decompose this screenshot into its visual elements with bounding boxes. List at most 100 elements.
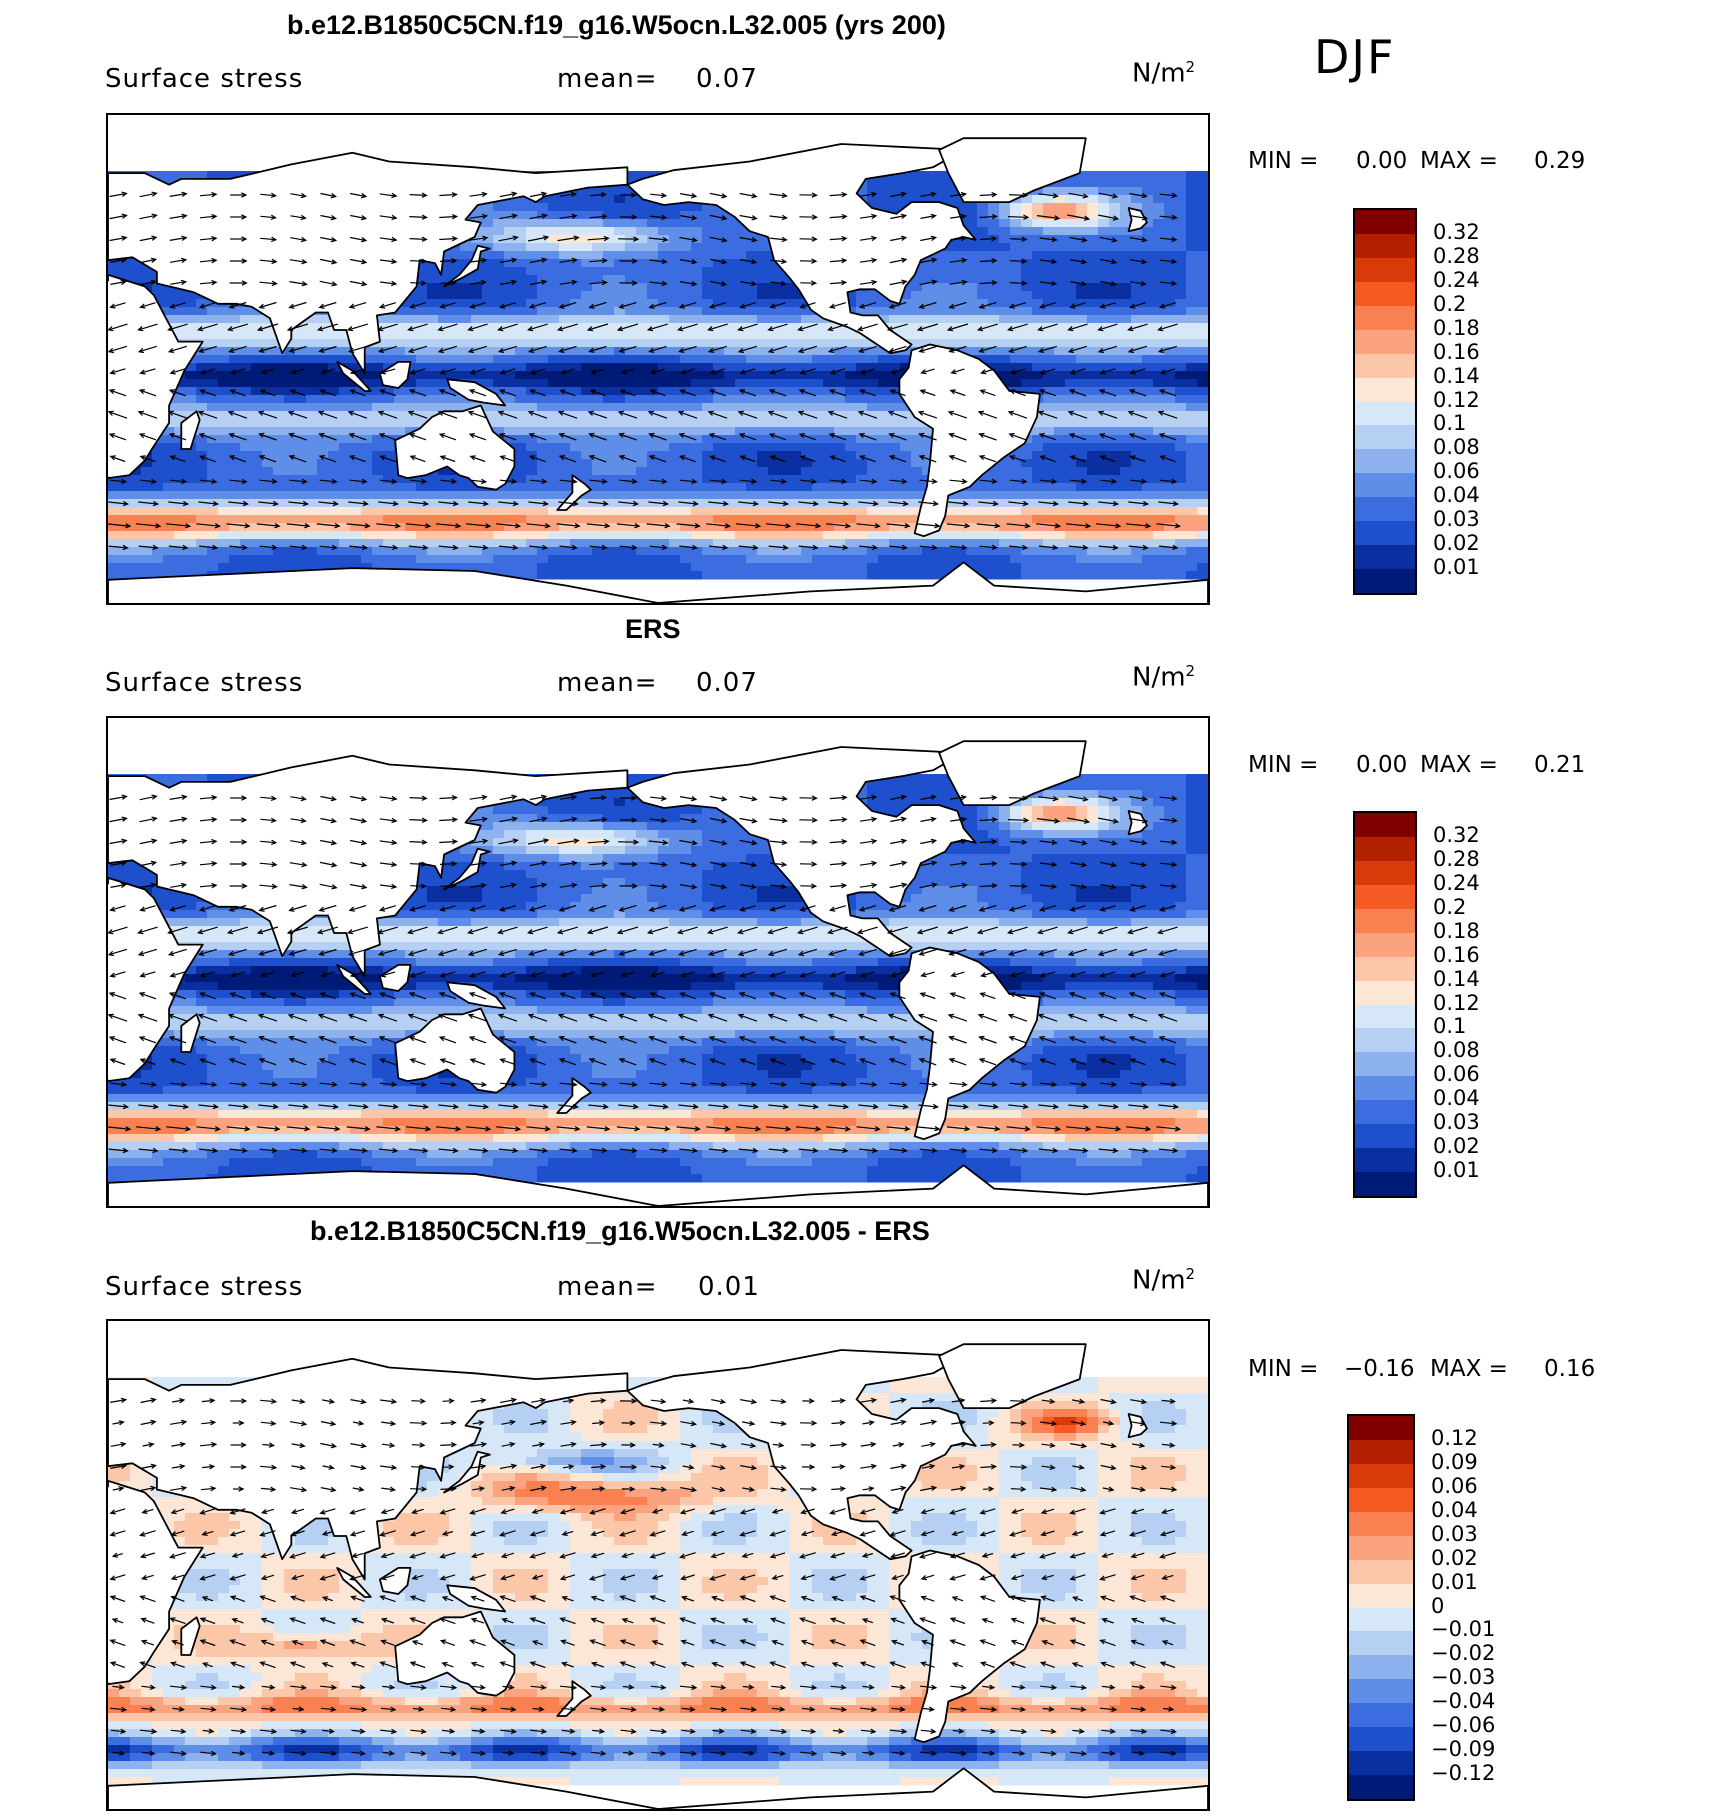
colorbar-level-label: 0.32 — [1433, 822, 1480, 847]
colorbar-swatch — [1355, 569, 1415, 593]
coastline-madagascar — [180, 1616, 201, 1656]
panel-3-title: b.e12.B1850C5CN.f19_g16.W5ocn.L32.005 - … — [310, 1216, 930, 1246]
colorbar-swatch — [1349, 1631, 1413, 1657]
colorbar-level-label: 0.02 — [1431, 1545, 1478, 1570]
panel-1-map — [106, 113, 1210, 605]
coastline-uk — [1127, 1413, 1148, 1439]
coastline-eurasia — [108, 1357, 629, 1581]
colorbar-swatch — [1355, 210, 1415, 235]
coastline-japan — [443, 1450, 491, 1494]
colorbar-swatch — [1349, 1559, 1413, 1585]
coastline-australia — [394, 404, 516, 491]
colorbar-level-label: 0.12 — [1433, 990, 1480, 1015]
panel-2-min-value: 0.00 — [1356, 752, 1408, 778]
stress-vectors — [109, 1397, 1178, 1757]
colorbar-swatch — [1349, 1416, 1413, 1441]
colorbar-swatch — [1355, 305, 1415, 331]
colorbar-swatch — [1355, 1100, 1415, 1126]
coastline-greenland — [938, 1343, 1087, 1409]
colorbar-swatch — [1355, 353, 1415, 379]
colorbar-swatch — [1355, 1076, 1415, 1102]
colorbar-swatch — [1355, 329, 1415, 355]
stress-vectors — [108, 794, 1182, 1154]
colorbar-level-label: 0.2 — [1433, 894, 1467, 919]
colorbar-swatch — [1355, 425, 1415, 451]
panel-1-max-value: 0.29 — [1534, 148, 1586, 174]
colorbar-swatch — [1355, 956, 1415, 982]
colorbar-swatch — [1355, 281, 1415, 307]
colorbar-swatch — [1349, 1679, 1413, 1705]
colorbar-level-label: 0.1 — [1433, 1014, 1467, 1039]
coastline-nz — [556, 474, 592, 511]
coastline-japan — [443, 847, 491, 891]
colorbar-swatch — [1355, 377, 1415, 403]
colorbar-level-label: 0.2 — [1433, 291, 1467, 316]
coastline-africa — [108, 876, 204, 1083]
stress-vectors — [108, 191, 1182, 551]
panel-1-min-label: MIN = — [1248, 148, 1319, 174]
colorbar-swatch — [1349, 1487, 1413, 1513]
colorbar-level-label: 0.03 — [1433, 507, 1480, 532]
panel-1-min-value: 0.00 — [1356, 148, 1408, 174]
panel-2-map — [106, 716, 1210, 1208]
coastline-eurasia — [108, 754, 629, 978]
colorbar-swatch — [1355, 1028, 1415, 1054]
colorbar-level-label: 0.12 — [1433, 387, 1480, 412]
colorbar-level-label: 0.12 — [1431, 1425, 1478, 1450]
coastline-borneo — [378, 1566, 412, 1595]
colorbar-swatch — [1355, 908, 1415, 934]
coastline-sumatra — [336, 360, 372, 392]
colorbar-level-label: 0.28 — [1433, 846, 1480, 871]
coastline-greenland — [938, 740, 1087, 806]
colorbar-level-label: 0.16 — [1433, 942, 1480, 967]
panel-1-colorbar — [1353, 208, 1417, 595]
panel-1-map-canvas — [108, 137, 1208, 603]
colorbar-level-label: 0.04 — [1433, 1086, 1480, 1111]
panel-1-units: N/m2 — [1132, 58, 1196, 89]
panel-1-mean-value: 0.07 — [696, 64, 758, 94]
colorbar-level-label: 0.06 — [1431, 1473, 1478, 1498]
coastline-sumatra — [336, 963, 372, 995]
colorbar-swatch — [1355, 1148, 1415, 1174]
colorbar-swatch — [1349, 1703, 1413, 1729]
coastline-namerica — [626, 1349, 977, 1561]
panel-2-variable: Surface stress — [105, 668, 304, 698]
colorbar-swatch — [1349, 1655, 1413, 1681]
coastline-uk — [1127, 207, 1148, 233]
colorbar-swatch — [1355, 1052, 1415, 1078]
colorbar-level-label: −0.01 — [1431, 1617, 1496, 1642]
panel-2-colorbar — [1353, 811, 1417, 1198]
colorbar-level-label: 0.09 — [1431, 1449, 1478, 1474]
panel-3-mean-label: mean= — [557, 1272, 658, 1302]
colorbar-level-label: −0.06 — [1431, 1713, 1496, 1738]
colorbar-swatch — [1349, 1607, 1413, 1633]
colorbar-level-label: 0.01 — [1433, 1158, 1480, 1183]
colorbar-swatch — [1349, 1463, 1413, 1489]
colorbar-level-label: 0.18 — [1433, 918, 1480, 943]
panel-3-mean-value: 0.01 — [698, 1272, 760, 1302]
colorbar-swatch — [1355, 1004, 1415, 1030]
colorbar-level-label: −0.12 — [1431, 1761, 1496, 1786]
colorbar-level-label: 0.14 — [1433, 363, 1480, 388]
coastline-antarctica — [108, 561, 1208, 603]
colorbar-swatch — [1355, 497, 1415, 523]
colorbar-swatch — [1355, 836, 1415, 862]
coastline-sumatra — [336, 1566, 372, 1598]
colorbar-swatch — [1355, 473, 1415, 499]
panel-1-max-label: MAX = — [1420, 148, 1498, 174]
coastline-japan — [443, 244, 491, 288]
colorbar-swatch — [1355, 521, 1415, 547]
coastline-namerica — [626, 746, 977, 958]
colorbar-swatch — [1355, 449, 1415, 475]
coastline-samerica — [898, 946, 1041, 1141]
colorbar-level-label: 0.01 — [1433, 555, 1480, 580]
colorbar-swatch — [1349, 1583, 1413, 1609]
colorbar-level-label: 0.03 — [1431, 1521, 1478, 1546]
coastline-borneo — [378, 963, 412, 992]
panel-2-min-label: MIN = — [1248, 752, 1319, 778]
coastline-greenland — [938, 137, 1087, 203]
colorbar-swatch — [1355, 813, 1415, 838]
panel-2-units: N/m2 — [1132, 662, 1196, 693]
panel-1-mean-label: mean= — [557, 64, 658, 94]
colorbar-swatch — [1355, 257, 1415, 283]
